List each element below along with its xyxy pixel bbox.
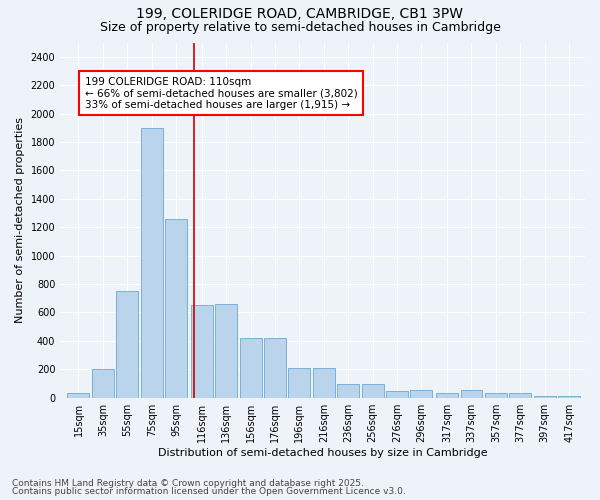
Y-axis label: Number of semi-detached properties: Number of semi-detached properties xyxy=(15,117,25,323)
Bar xyxy=(509,394,531,398)
Bar xyxy=(239,338,262,398)
Bar xyxy=(485,394,507,398)
Bar xyxy=(362,384,383,398)
Text: 199 COLERIDGE ROAD: 110sqm
← 66% of semi-detached houses are smaller (3,802)
33%: 199 COLERIDGE ROAD: 110sqm ← 66% of semi… xyxy=(85,76,358,110)
Text: Size of property relative to semi-detached houses in Cambridge: Size of property relative to semi-detach… xyxy=(100,22,500,35)
Bar xyxy=(215,304,237,398)
Text: 199, COLERIDGE ROAD, CAMBRIDGE, CB1 3PW: 199, COLERIDGE ROAD, CAMBRIDGE, CB1 3PW xyxy=(137,8,464,22)
Bar xyxy=(558,396,580,398)
Bar xyxy=(191,306,213,398)
Bar xyxy=(67,394,89,398)
Bar xyxy=(141,128,163,398)
Bar xyxy=(165,218,187,398)
Bar xyxy=(534,396,556,398)
Bar xyxy=(337,384,359,398)
Bar xyxy=(92,370,114,398)
Bar xyxy=(436,394,458,398)
Bar xyxy=(313,368,335,398)
Bar xyxy=(264,338,286,398)
Bar xyxy=(410,390,433,398)
Text: Contains public sector information licensed under the Open Government Licence v3: Contains public sector information licen… xyxy=(12,487,406,496)
Bar xyxy=(116,291,138,398)
Bar xyxy=(461,390,482,398)
Bar xyxy=(386,390,408,398)
X-axis label: Distribution of semi-detached houses by size in Cambridge: Distribution of semi-detached houses by … xyxy=(158,448,487,458)
Text: Contains HM Land Registry data © Crown copyright and database right 2025.: Contains HM Land Registry data © Crown c… xyxy=(12,478,364,488)
Bar xyxy=(289,368,310,398)
